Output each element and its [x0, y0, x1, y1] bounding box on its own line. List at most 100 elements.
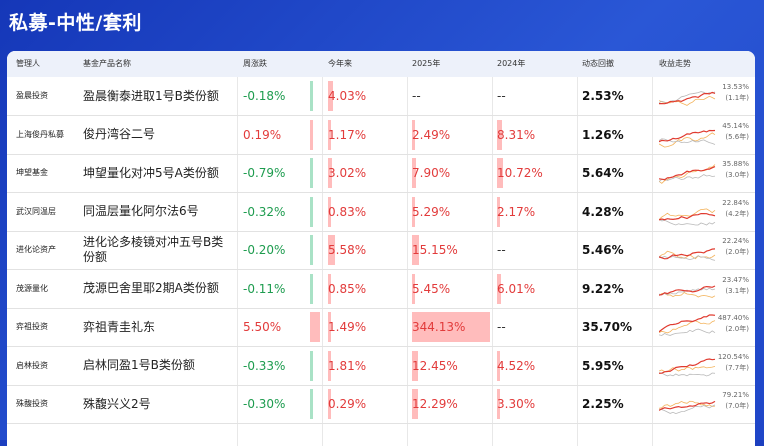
return-2024: 8.31% [497, 127, 536, 142]
col-2025[interactable]: 2025年 [412, 59, 441, 68]
column-divider [237, 77, 238, 446]
trend-sparkline [659, 129, 716, 148]
ytd-return: 0.83% [328, 204, 367, 219]
manager-name[interactable]: 殊馥投资 [16, 399, 48, 408]
ytd-return: 1.81% [328, 358, 367, 373]
product-name[interactable]: 殊馥兴义2号 [83, 396, 151, 411]
col-ytd[interactable]: 今年来 [328, 59, 352, 68]
return-2024: -- [497, 89, 506, 103]
table-row[interactable]: 殊馥投资 殊馥兴义2号 -0.30% 0.29% 12.29% 3.30% 2.25% 79.… [7, 385, 755, 424]
table-header: 管理人 基金产品名称 周涨跌 今年来 2025年 2024年 动态回撤 收益走势 [7, 51, 755, 77]
trend-return: 22.84% [722, 198, 749, 207]
col-product[interactable]: 基金产品名称 [83, 59, 131, 68]
trend-label: 22.84% (4.2年) [711, 198, 749, 220]
table-row[interactable]: 武汉同温层 同温层量化阿尔法6号 -0.32% 0.83% 5.29% 2.17% 4.28… [7, 193, 755, 232]
ytd-return: 0.85% [328, 281, 367, 296]
table-row[interactable]: 茂源量化 茂源巴舍里耶2期A类份额 -0.11% 0.85% 5.45% 6.01% 9.2… [7, 270, 755, 309]
trend-years: (5.6年) [725, 132, 749, 141]
y2024-bar [497, 350, 500, 381]
trend-label: 23.47% (3.1年) [711, 275, 749, 297]
col-trend[interactable]: 收益走势 [659, 59, 691, 68]
weekly-bar [310, 273, 313, 304]
ytd-bar [328, 81, 333, 111]
trend-sparkline [659, 248, 716, 261]
return-2024: 6.01% [497, 281, 536, 296]
y2025-bar [412, 196, 415, 227]
y2024-bar [497, 273, 501, 304]
dynamic-drawdown: 35.70% [582, 320, 632, 334]
ytd-bar [328, 196, 331, 227]
col-2024[interactable]: 2024年 [497, 59, 526, 68]
trend-return: 120.54% [717, 352, 749, 361]
y2025-bar [412, 389, 418, 419]
ytd-return: 4.03% [328, 89, 367, 103]
trend-years: (7.7年) [725, 363, 749, 372]
return-2025: 12.29% [412, 397, 458, 411]
return-2025: 5.29% [412, 204, 451, 219]
dynamic-drawdown: 1.26% [582, 127, 624, 142]
return-2025: 7.90% [412, 166, 451, 180]
return-2024: -- [497, 243, 506, 257]
trend-return: 23.47% [722, 275, 749, 284]
y2025-bar [412, 119, 415, 150]
product-name[interactable]: 茂源巴舍里耶2期A类份额 [83, 281, 219, 295]
y2025-bar [412, 312, 490, 342]
trend-sparkline [659, 91, 716, 106]
product-name[interactable]: 进化论多棱镜对冲五号B类份额 [83, 235, 224, 264]
product-name[interactable]: 启林同盈1号B类份额 [83, 358, 195, 372]
fund-table: 管理人 基金产品名称 周涨跌 今年来 2025年 2024年 动态回撤 收益走势… [7, 51, 755, 446]
trend-label: 22.24% (2.0年) [711, 236, 749, 258]
table-row[interactable]: 启林投资 启林同盈1号B类份额 -0.33% 1.81% 12.45% 4.52% 5.95… [7, 347, 755, 386]
col-weekly[interactable]: 周涨跌 [243, 59, 267, 68]
table-row[interactable]: 盈晨投资 盈晨衡泰进取1号B类份额 -0.18% 4.03% -- -- 2.53% 13.5… [7, 77, 755, 116]
table-row[interactable]: 弈祖投资 弈祖青圭礼东 5.50% 1.49% 344.13% -- 35.70% 487.4… [7, 308, 755, 347]
manager-name[interactable]: 茂源量化 [16, 283, 48, 293]
weekly-change: -0.32% [243, 204, 286, 219]
trend-years: (1.1年) [725, 94, 749, 102]
y2024-bar [497, 158, 504, 188]
product-name[interactable]: 盈晨衡泰进取1号B类份额 [83, 88, 219, 103]
column-divider [322, 77, 323, 446]
product-name[interactable]: 俊丹湾谷二号 [83, 127, 156, 141]
manager-name[interactable]: 启林投资 [16, 360, 48, 370]
column-divider [492, 77, 493, 446]
return-2025: 344.13% [412, 320, 466, 334]
col-manager[interactable]: 管理人 [16, 59, 40, 68]
manager-name[interactable]: 武汉同温层 [16, 206, 56, 216]
trend-sparkline [659, 357, 716, 376]
weekly-bar [310, 389, 313, 419]
return-2024: 2.17% [497, 204, 536, 219]
trend-label: 35.88% (3.0年) [711, 159, 749, 181]
trend-return: 79.21% [722, 391, 749, 399]
trend-label: 487.40% (2.0年) [711, 313, 749, 335]
dynamic-drawdown: 2.25% [582, 397, 624, 411]
table-row[interactable]: 上海俊丹私募 俊丹湾谷二号 0.19% 1.17% 2.49% 8.31% 1.26% 45.… [7, 116, 755, 155]
ytd-bar [328, 350, 331, 381]
manager-name[interactable]: 坤望基金 [16, 168, 48, 177]
return-2025: 5.45% [412, 281, 451, 296]
table-row[interactable]: 坤望基金 坤望量化对冲5号A类份额 -0.79% 3.02% 7.90% 10.72% 5.… [7, 154, 755, 193]
weekly-change: -0.79% [243, 166, 286, 180]
ytd-bar [328, 273, 331, 304]
product-name[interactable]: 坤望量化对冲5号A类份额 [83, 165, 219, 180]
product-name[interactable]: 弈祖青圭礼东 [83, 319, 156, 334]
manager-name[interactable]: 上海俊丹私募 [16, 129, 64, 139]
return-2025: -- [412, 89, 421, 103]
column-divider [577, 77, 578, 446]
manager-name[interactable]: 盈晨投资 [16, 91, 48, 100]
dynamic-drawdown: 5.46% [582, 243, 624, 257]
return-2025: 12.45% [412, 358, 458, 373]
y2024-bar [497, 119, 502, 150]
table-row[interactable]: 进化论资产 进化论多棱镜对冲五号B类份额 -0.20% 5.58% 15.15% -- 5.… [7, 231, 755, 270]
trend-label: 79.21% (7.0年) [711, 390, 749, 412]
trend-years: (3.1年) [725, 286, 749, 295]
weekly-bar [310, 196, 313, 227]
manager-name[interactable]: 进化论资产 [16, 245, 56, 254]
weekly-bar [310, 235, 313, 265]
col-drawdown[interactable]: 动态回撤 [582, 59, 614, 68]
manager-name[interactable]: 弈祖投资 [16, 322, 48, 331]
weekly-change: -0.33% [243, 358, 286, 373]
weekly-bar [310, 312, 320, 342]
y2024-bar [497, 196, 500, 227]
product-name[interactable]: 同温层量化阿尔法6号 [83, 204, 199, 218]
